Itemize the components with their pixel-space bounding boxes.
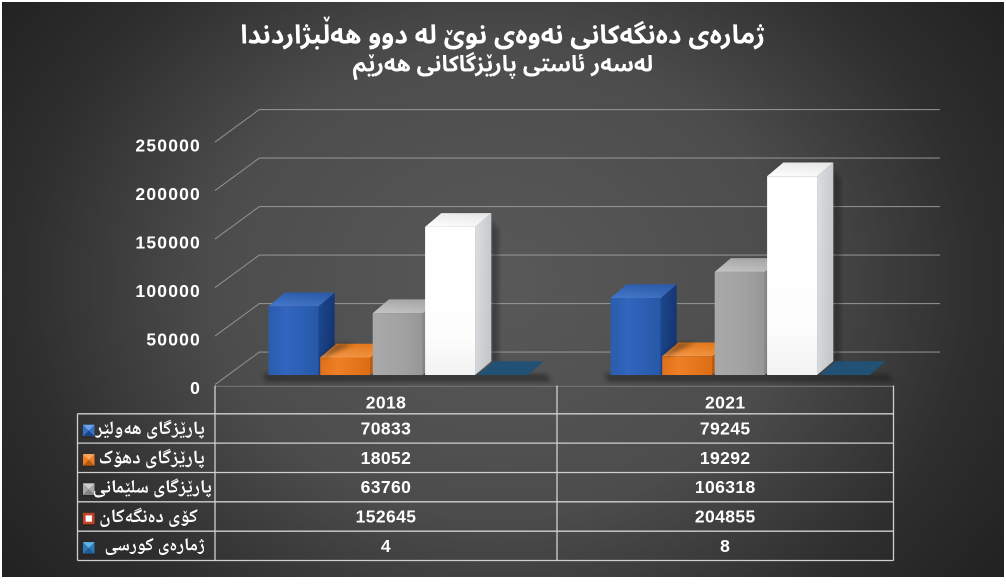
svg-text:106318: 106318 — [695, 477, 756, 497]
svg-text:100000: 100000 — [135, 281, 201, 301]
svg-text:50000: 50000 — [146, 330, 201, 350]
svg-text:18052: 18052 — [361, 448, 412, 468]
svg-text:0: 0 — [190, 378, 201, 398]
svg-text:2018: 2018 — [366, 393, 407, 413]
svg-text:19292: 19292 — [700, 448, 751, 468]
svg-text:8: 8 — [720, 536, 730, 556]
svg-text:2021: 2021 — [705, 393, 746, 413]
svg-text:4: 4 — [381, 536, 391, 556]
svg-text:200000: 200000 — [135, 184, 201, 204]
svg-text:204855: 204855 — [695, 507, 756, 527]
svg-text:63760: 63760 — [361, 477, 412, 497]
svg-text:150000: 150000 — [135, 233, 201, 253]
svg-text:79245: 79245 — [700, 419, 751, 439]
svg-text:70833: 70833 — [361, 419, 412, 439]
svg-text:152645: 152645 — [356, 507, 417, 527]
svg-text:250000: 250000 — [135, 136, 201, 156]
